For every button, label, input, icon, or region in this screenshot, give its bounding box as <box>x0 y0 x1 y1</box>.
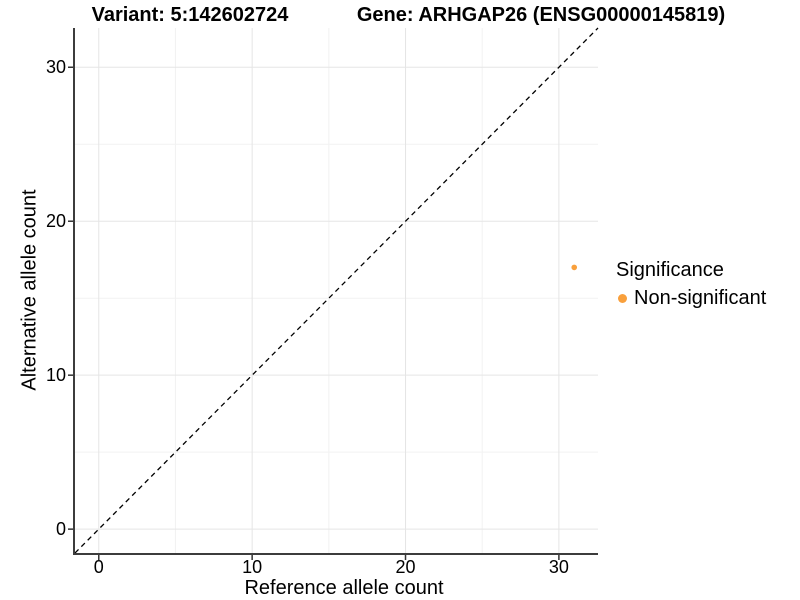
x-tick-label: 30 <box>548 557 569 577</box>
x-tick-label: 20 <box>395 557 416 577</box>
x-tick-label: 10 <box>242 557 263 577</box>
legend-entry-label: Non-significant <box>634 287 767 309</box>
y-tick-label: 30 <box>45 57 66 78</box>
legend: Significance Non-significant <box>616 258 766 310</box>
legend-item-non-significant: Non-significant <box>616 286 766 310</box>
y-axis-title: Alternative allele count <box>18 189 41 391</box>
orange-point-swatch-icon <box>618 293 627 303</box>
x-axis-title: Reference allele count <box>244 577 444 599</box>
identity-line <box>74 27 599 554</box>
y-tick-label: 10 <box>45 365 66 386</box>
data-point <box>571 264 578 271</box>
x-tick-label: 0 <box>93 557 104 577</box>
legend-title: Significance <box>616 259 724 281</box>
gene-title: Gene: ARHGAP26 (ENSG00000145819) <box>356 4 726 26</box>
variant-title: Variant: 5:142602724 <box>91 4 289 26</box>
y-tick-label: 0 <box>55 519 66 540</box>
y-tick-label: 20 <box>45 211 66 232</box>
